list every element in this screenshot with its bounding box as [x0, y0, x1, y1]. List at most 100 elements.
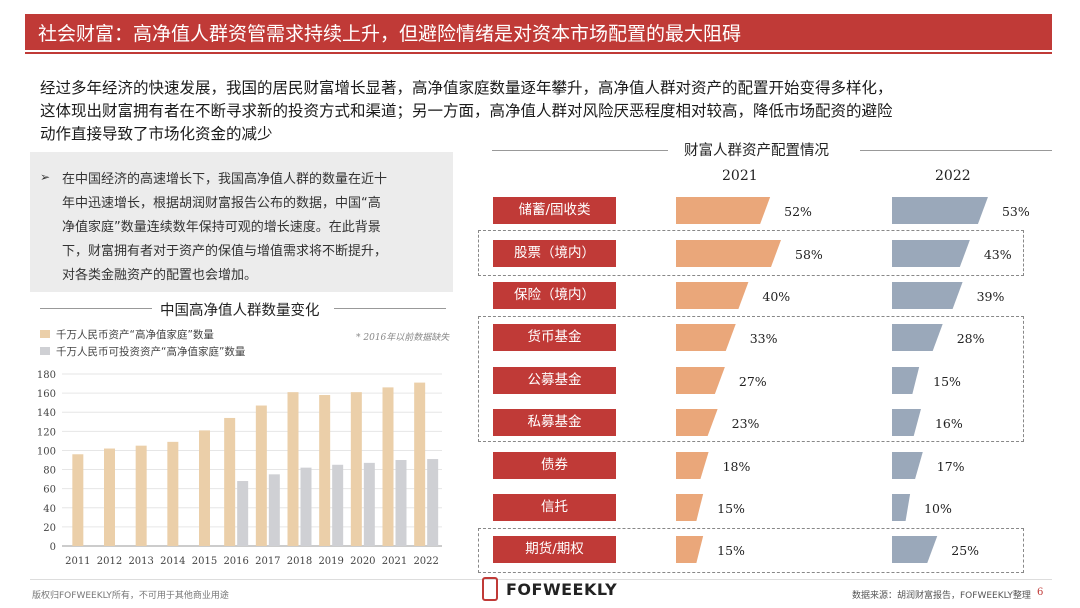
brand-logo-icon: [482, 577, 498, 601]
funnel-bar-2021: [676, 324, 736, 351]
bar-chart-title: 中国高净值人群数量变化: [160, 303, 320, 319]
x-tick-label: 2013: [128, 556, 153, 567]
bar-title-rule-right: [334, 308, 446, 309]
bullet-line-1: 在中国经济的高速增长下，我国高净值人群的数量在近十: [62, 172, 388, 187]
value-label-2021: 15%: [717, 543, 745, 558]
bar-series-1: [72, 454, 84, 546]
x-tick-label: 2019: [318, 556, 343, 567]
bar-series-2: [237, 481, 249, 546]
intro-line-2: 这体现出财富拥有者在不断寻求新的投资方式和渠道；另一方面，高净值人群对风险厌恶程…: [40, 102, 893, 120]
bullet-line-5: 对各类金融资产的配置也会增加。: [62, 268, 258, 283]
bar-series-2: [395, 460, 407, 546]
dashed-group-funds: [478, 316, 1024, 442]
funnel-bar-2022: [892, 367, 920, 394]
value-label-2022: 25%: [951, 543, 980, 558]
x-tick-label: 2011: [65, 556, 90, 567]
x-tick-label: 2017: [255, 556, 280, 567]
funnel-bar-2022: [892, 240, 970, 267]
y-tick-label: 160: [37, 389, 56, 400]
brand-name: FOFWEEKLY: [506, 580, 618, 599]
funnel-title-rule-left: [492, 150, 668, 151]
bar-series-2: [427, 459, 439, 546]
bullet-box: [30, 152, 453, 292]
intro-line-1: 经过多年经济的快速发展，我国的居民财富增长显著，高净值家庭数量逐年攀升，高净值人…: [40, 79, 893, 97]
value-label-2022: 15%: [933, 374, 961, 389]
legend-label-1: 千万人民币资产“高净值家庭”数量: [56, 329, 214, 341]
value-label-2021: 23%: [731, 416, 760, 431]
x-tick-label: 2016: [223, 556, 248, 567]
bullet-line-4: 下，财富拥有者对于资产的保值与增值需求将不断提升，: [62, 244, 388, 259]
bar-series-1: [287, 392, 299, 546]
category-label: 股票（境内）: [493, 240, 616, 267]
category-label: 期货/期权: [493, 536, 616, 563]
funnel-bar-2022: [892, 409, 921, 436]
value-label-2021: 18%: [722, 459, 751, 474]
bullet-line-3: 净值家庭”数量连续数年保持可观的增长速度。在此背景: [62, 220, 381, 235]
y-tick-label: 120: [37, 427, 56, 438]
dashed-group-derivatives: [478, 528, 1024, 573]
y-tick-label: 180: [37, 370, 56, 381]
bar-series-1: [255, 405, 267, 546]
funnel-bar-2022: [892, 494, 911, 521]
category-label: 私募基金: [493, 409, 616, 436]
value-label-2021: 33%: [749, 331, 778, 346]
funnel-bar-2021: [676, 282, 749, 309]
funnel-bar-2022: [892, 197, 988, 224]
value-label-2022: 17%: [936, 459, 965, 474]
bullet-line-2: 年中迅速增长，根据胡润财富报告公布的数据，中国“高: [62, 196, 381, 211]
bar-series-1: [414, 382, 426, 546]
legend-swatch-2: [40, 347, 50, 355]
page-number: 6: [1037, 587, 1044, 598]
y-tick-label: 140: [37, 408, 56, 419]
bar-series-1: [319, 395, 331, 546]
value-label-2021: 15%: [717, 501, 745, 516]
bar-series-1: [382, 387, 394, 546]
x-tick-label: 2012: [97, 556, 122, 567]
page-title: 社会财富：高净值人群资管需求持续上升，但避险情绪是对资本市场配置的最大阻碍: [38, 23, 742, 45]
y-tick-label: 20: [43, 523, 56, 534]
value-label-2022: 39%: [976, 289, 1005, 304]
funnel-bar-2022: [892, 282, 963, 309]
y-tick-label: 100: [37, 446, 56, 457]
legend-label-2: 千万人民币可投资资产“高净值家庭”数量: [56, 346, 246, 358]
title-underline: [25, 52, 1052, 54]
value-label-2021: 40%: [762, 289, 791, 304]
data-source: 数据来源：胡润财富报告，FOFWEEKLY整理: [852, 591, 1031, 601]
value-label-2022: 10%: [924, 501, 952, 516]
category-label: 债券: [493, 452, 616, 479]
category-label: 货币基金: [493, 324, 616, 351]
funnel-bar-2022: [892, 452, 923, 479]
value-label-2021: 58%: [795, 247, 823, 262]
bar-series-1: [224, 417, 236, 546]
y-tick-label: 0: [50, 542, 56, 553]
funnel-bar-2022: [892, 536, 938, 563]
x-tick-label: 2014: [160, 556, 185, 567]
x-tick-label: 2021: [382, 556, 407, 567]
chart-note: * 2016年以前数据缺失: [356, 333, 450, 343]
year-header-2021: 2021: [722, 168, 758, 184]
bar-series-1: [199, 430, 210, 546]
funnel-title-rule-right: [860, 150, 1052, 151]
bar-series-1: [350, 392, 362, 546]
bullet-arrow-icon: ➢: [40, 170, 51, 184]
bar-series-2: [363, 462, 375, 546]
bar-chart-plot: 0 20 40 60 80 100 120 140 160 180 2011 2012 2013 2014…: [37, 370, 442, 567]
value-label-2022: 28%: [956, 331, 985, 346]
bar-series-1: [167, 441, 179, 546]
legend-swatch-1: [40, 330, 50, 338]
funnel-bar-2021: [676, 409, 718, 436]
funnel-bar-2021: [676, 536, 704, 563]
funnel-bar-2021: [676, 452, 709, 479]
x-tick-label: 2022: [413, 556, 438, 567]
value-label-2022: 43%: [983, 247, 1012, 262]
funnel-chart-title: 财富人群资产配置情况: [684, 143, 829, 159]
y-tick-label: 80: [43, 466, 56, 477]
funnel-bar-2021: [676, 197, 771, 224]
x-tick-label: 2020: [350, 556, 375, 567]
category-label: 保险（境内）: [493, 282, 616, 309]
value-label-2022: 53%: [1001, 204, 1030, 219]
category-label: 信托: [493, 494, 616, 521]
funnel-bar-2021: [676, 367, 725, 394]
funnel-bar-2021: [676, 494, 704, 521]
